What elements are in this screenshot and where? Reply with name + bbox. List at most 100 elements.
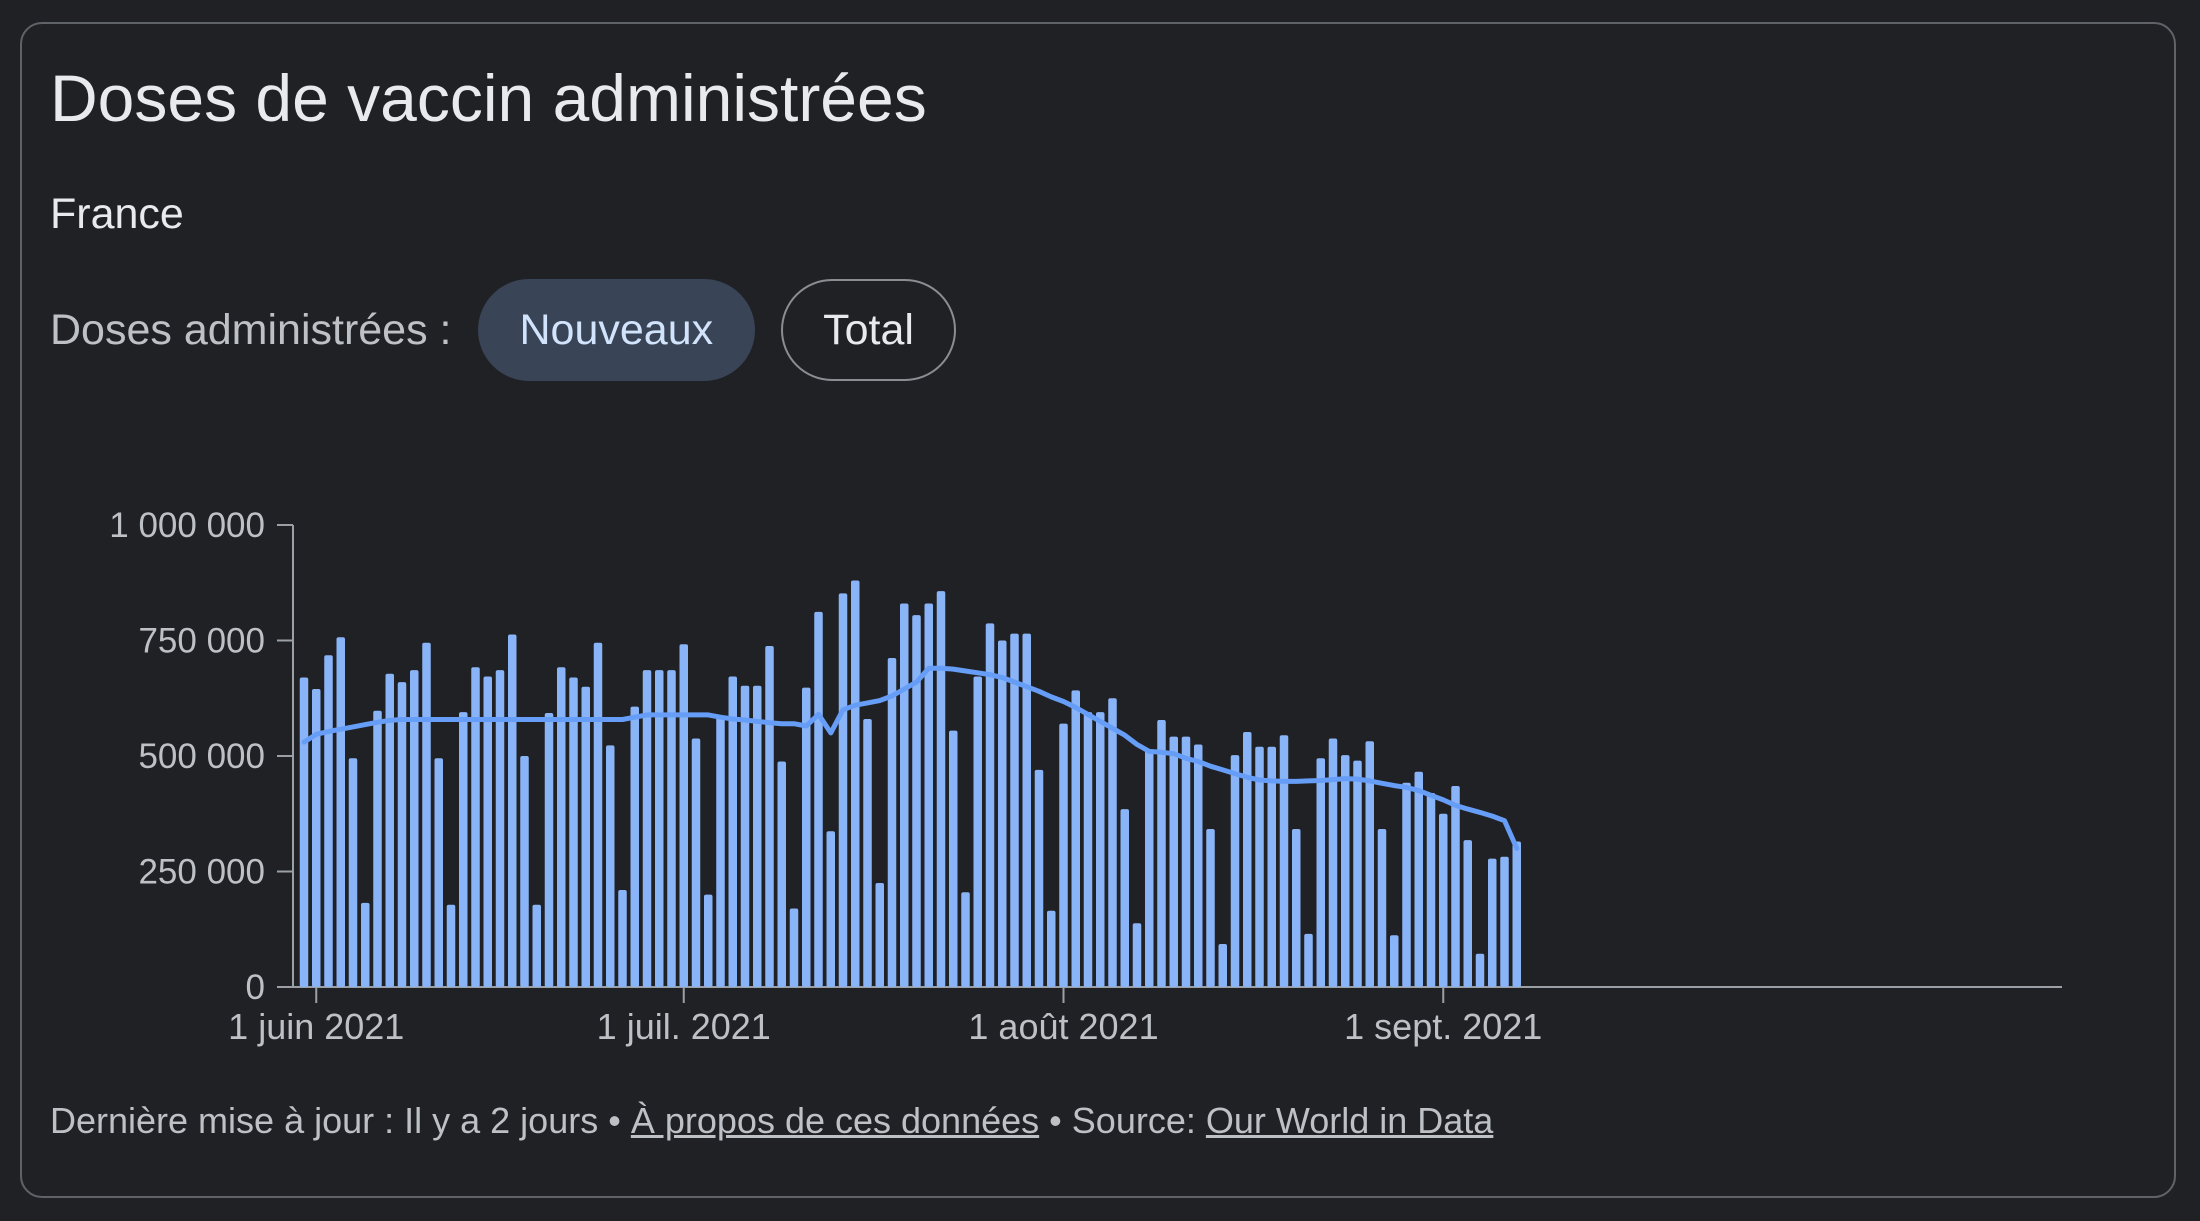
bar	[1145, 750, 1154, 987]
bar	[446, 904, 456, 987]
footer-separator: •	[608, 1100, 621, 1141]
bar	[1353, 760, 1362, 987]
bar	[777, 761, 786, 987]
bar	[1047, 910, 1056, 987]
bar	[716, 717, 725, 987]
bar	[1292, 828, 1301, 987]
bar	[1414, 771, 1423, 987]
bar	[569, 677, 578, 987]
bar	[973, 676, 982, 987]
bar	[1108, 698, 1117, 987]
bar	[422, 642, 431, 987]
doses-toggle-row: Doses administrées : Nouveaux Total	[50, 277, 982, 383]
bar	[900, 603, 909, 987]
bar	[1218, 944, 1227, 987]
bar	[924, 603, 933, 987]
footer-separator-2: •	[1049, 1100, 1062, 1141]
bar	[753, 685, 762, 987]
bar	[802, 687, 811, 987]
y-tick-label: 250 000	[138, 853, 265, 892]
bar	[655, 670, 664, 987]
bar	[765, 646, 774, 987]
bar	[348, 758, 358, 987]
bar	[336, 637, 345, 987]
bar	[373, 710, 382, 987]
y-tick-label: 1 000 000	[109, 506, 265, 545]
bar	[1390, 935, 1399, 987]
bar	[1316, 758, 1325, 987]
bar	[471, 667, 480, 987]
x-tick-label: 1 sept. 2021	[1344, 1006, 1542, 1047]
bar	[1120, 809, 1129, 987]
about-data-link[interactable]: À propos de ces données	[630, 1100, 1040, 1141]
bar	[1304, 933, 1313, 987]
bar	[1488, 858, 1497, 987]
bar	[1377, 828, 1387, 987]
bar	[397, 682, 407, 987]
y-tick-label: 0	[246, 968, 265, 1007]
bar	[691, 738, 701, 987]
bar	[520, 756, 529, 987]
bar	[912, 615, 921, 987]
bar	[1181, 736, 1191, 987]
bar	[1157, 719, 1166, 987]
bar	[1439, 813, 1448, 987]
bar	[838, 593, 848, 987]
bar	[1169, 736, 1178, 987]
bar	[1034, 769, 1044, 987]
bar	[1059, 723, 1068, 987]
vaccine-card	[20, 22, 2176, 1198]
bar	[324, 655, 333, 987]
x-tick-label: 1 août 2021	[968, 1006, 1158, 1047]
y-tick-label: 500 000	[138, 737, 265, 776]
bar	[936, 591, 946, 987]
bar	[1243, 731, 1252, 987]
chip-total[interactable]: Total	[781, 279, 956, 381]
bar	[483, 676, 492, 987]
chip-nouveaux[interactable]: Nouveaux	[477, 279, 756, 381]
bar	[581, 686, 590, 987]
footer: Dernière mise à jour : Il y a 2 jours • …	[50, 1100, 1493, 1142]
bar	[410, 670, 419, 987]
bar	[642, 670, 652, 987]
bar	[1328, 738, 1338, 987]
bar	[814, 611, 823, 987]
bar	[1022, 633, 1031, 987]
bar	[1132, 923, 1142, 987]
bar	[875, 883, 884, 987]
bar	[630, 706, 639, 987]
bar	[532, 904, 541, 987]
bar	[459, 712, 468, 987]
bar	[1083, 712, 1093, 987]
x-tick-label: 1 juin 2021	[228, 1006, 404, 1047]
bar	[1096, 712, 1105, 987]
bar	[312, 689, 321, 987]
bar	[1365, 741, 1374, 987]
bar	[299, 677, 309, 987]
bar	[1341, 755, 1350, 987]
bar	[1206, 828, 1215, 987]
bar	[1071, 690, 1080, 987]
bar	[1451, 786, 1460, 987]
source-label: Source:	[1071, 1100, 1196, 1141]
bar	[961, 892, 970, 987]
bar	[728, 676, 737, 987]
bar	[679, 644, 688, 987]
bar	[544, 713, 554, 987]
bar	[1267, 746, 1276, 987]
x-tick-label: 1 juil. 2021	[597, 1006, 771, 1047]
bar	[667, 670, 676, 987]
last-updated: Dernière mise à jour : Il y a 2 jours	[50, 1100, 599, 1141]
bar	[1475, 953, 1485, 987]
bar	[863, 719, 872, 987]
bar	[1279, 735, 1289, 987]
card-title: Doses de vaccin administrées	[50, 61, 927, 135]
source-link[interactable]: Our World in Data	[1205, 1100, 1494, 1141]
bar	[789, 908, 799, 987]
bar	[949, 730, 958, 987]
y-tick-label: 750 000	[138, 622, 265, 661]
bar	[998, 640, 1007, 987]
bar	[1194, 744, 1203, 987]
bar	[593, 642, 603, 987]
